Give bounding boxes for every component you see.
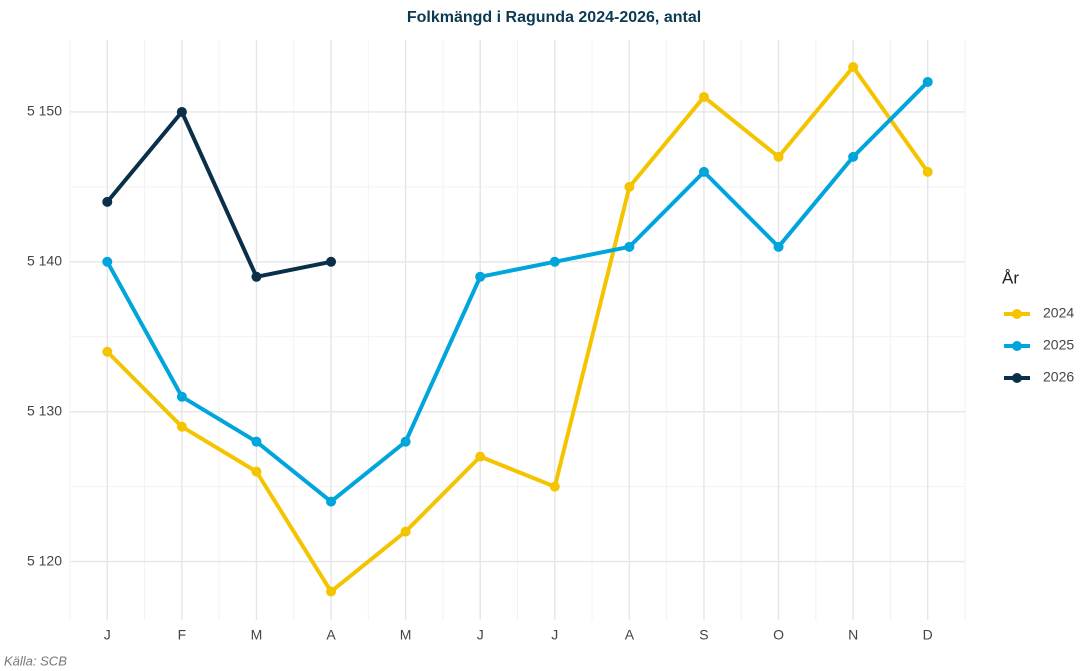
legend-key-point bbox=[1012, 373, 1022, 383]
legend-label: 2026 bbox=[1043, 369, 1074, 385]
data-point bbox=[102, 256, 113, 267]
series-line bbox=[105, 64, 930, 594]
data-point bbox=[922, 166, 933, 177]
x-tick-label: O bbox=[773, 627, 784, 643]
data-point bbox=[326, 586, 337, 597]
data-point bbox=[326, 496, 337, 507]
data-point bbox=[624, 181, 635, 192]
data-point bbox=[922, 76, 933, 87]
data-point bbox=[176, 106, 187, 117]
data-point bbox=[400, 436, 411, 447]
data-point bbox=[176, 421, 187, 432]
y-tick-label: 5 130 bbox=[27, 402, 62, 418]
data-point bbox=[102, 196, 113, 207]
x-tick-label: F bbox=[178, 627, 187, 643]
x-tick-label: A bbox=[625, 627, 635, 643]
data-point bbox=[251, 271, 262, 282]
series-line bbox=[105, 109, 332, 279]
data-point bbox=[475, 451, 486, 462]
legend-key-point bbox=[1012, 309, 1022, 319]
data-point bbox=[326, 256, 337, 267]
legend-label: 2024 bbox=[1043, 305, 1074, 321]
data-point bbox=[698, 166, 709, 177]
x-tick-label: J bbox=[104, 627, 111, 643]
data-point bbox=[549, 256, 560, 267]
data-point bbox=[698, 91, 709, 102]
x-tick-label: J bbox=[477, 627, 484, 643]
data-point bbox=[773, 241, 784, 252]
data-point bbox=[848, 61, 859, 72]
data-point bbox=[549, 481, 560, 492]
data-point bbox=[251, 436, 262, 447]
y-tick-label: 5 150 bbox=[27, 103, 62, 119]
x-tick-label: D bbox=[923, 627, 933, 643]
x-tick-label: N bbox=[848, 627, 858, 643]
data-point bbox=[400, 526, 411, 537]
data-point bbox=[773, 151, 784, 162]
legend-label: 2025 bbox=[1043, 337, 1074, 353]
x-tick-label: M bbox=[400, 627, 412, 643]
caption: Källa: SCB bbox=[4, 653, 67, 668]
y-tick-label: 5 120 bbox=[27, 552, 62, 568]
series-line bbox=[105, 80, 930, 504]
data-point bbox=[624, 241, 635, 252]
y-tick-label: 5 140 bbox=[27, 253, 62, 269]
data-point bbox=[848, 151, 859, 162]
data-point bbox=[102, 346, 113, 357]
data-point bbox=[475, 271, 486, 282]
x-tick-label: S bbox=[699, 627, 708, 643]
x-tick-label: M bbox=[251, 627, 263, 643]
data-point bbox=[251, 466, 262, 477]
chart-title: Folkmängd i Ragunda 2024-2026, antal bbox=[407, 9, 701, 26]
data-point bbox=[176, 391, 187, 402]
legend-title: År bbox=[1002, 268, 1019, 287]
x-tick-label: A bbox=[326, 627, 336, 643]
x-tick-label: J bbox=[551, 627, 558, 643]
legend-key-point bbox=[1012, 341, 1022, 351]
